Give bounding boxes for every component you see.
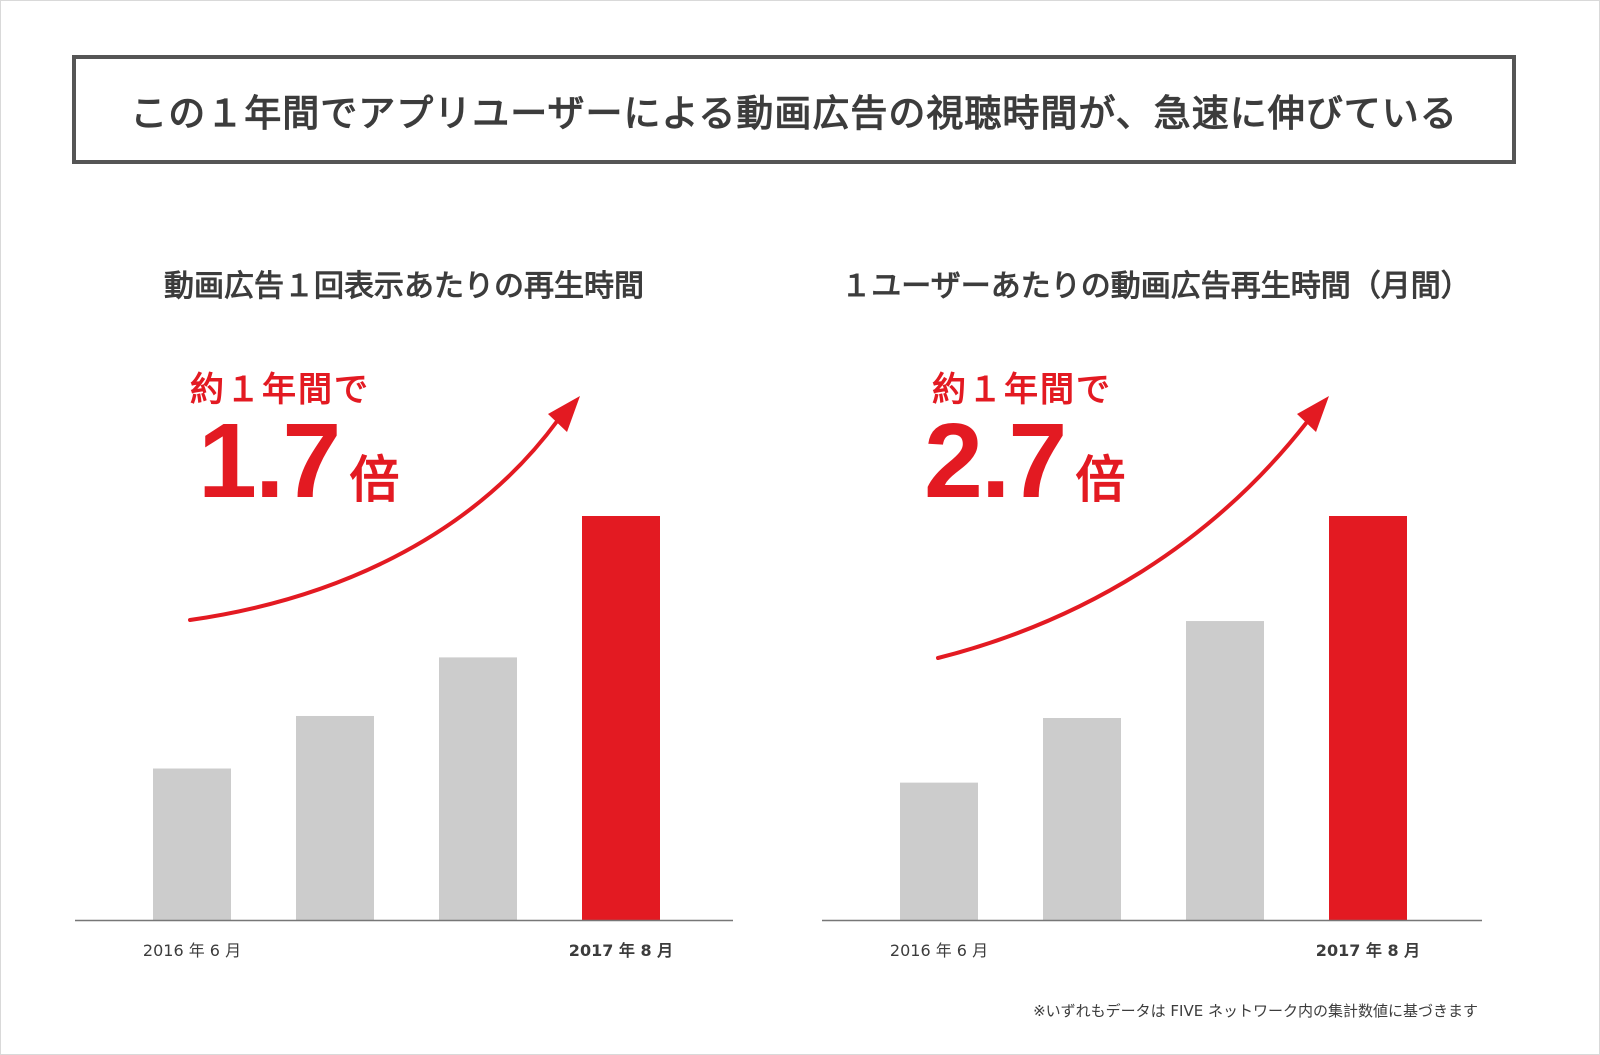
growth-arrow-right-icon [936, 420, 1309, 660]
growth-unit-right: 倍 [1075, 451, 1126, 509]
headline: この１年間でアプリユーザーによる動画広告の視聴時間が、急速に伸びている [72, 55, 1516, 164]
bar-chart-left [75, 516, 733, 922]
bar-right-3 [1186, 621, 1264, 920]
bar-right-2 [1043, 718, 1121, 920]
growth-value-right: 2.7 [924, 402, 1067, 520]
growth-arrowhead-left-icon [548, 396, 580, 432]
bar-left-4 [582, 516, 660, 920]
growth-multiplier-right: 2.7 倍 [924, 408, 1125, 514]
growth-arrow-left-icon [188, 418, 560, 622]
annotation-label-left: 約１年間で [190, 370, 370, 410]
growth-value-left: 1.7 [198, 402, 341, 520]
chart-title-left: 動画広告１回表示あたりの再生時間 [164, 269, 644, 304]
growth-multiplier-left: 1.7 倍 [198, 408, 399, 514]
bar-right-1 [900, 782, 978, 920]
bar-right-4 [1329, 516, 1407, 920]
footnote: ※いずれもデータは FIVE ネットワーク内の集計数値に基づきます [1033, 1002, 1478, 1020]
bar-left-2 [296, 715, 374, 920]
bar-left-3 [439, 657, 517, 920]
growth-unit-left: 倍 [349, 451, 400, 509]
tick-label-right-4: 2017 年 8 月 [1315, 941, 1421, 960]
bar-left-1 [153, 768, 231, 920]
growth-arrowhead-right-icon [1297, 396, 1329, 432]
chart-title-right: １ユーザーあたりの動画広告再生時間（月間） [841, 269, 1471, 304]
bar-chart-right [822, 516, 1482, 922]
tick-label-left-1: 2016 年 6 月 [142, 941, 242, 960]
annotation-label-right: 約１年間で [932, 370, 1112, 410]
tick-label-left-4: 2017 年 8 月 [568, 941, 674, 960]
tick-label-right-1: 2016 年 6 月 [889, 941, 989, 960]
